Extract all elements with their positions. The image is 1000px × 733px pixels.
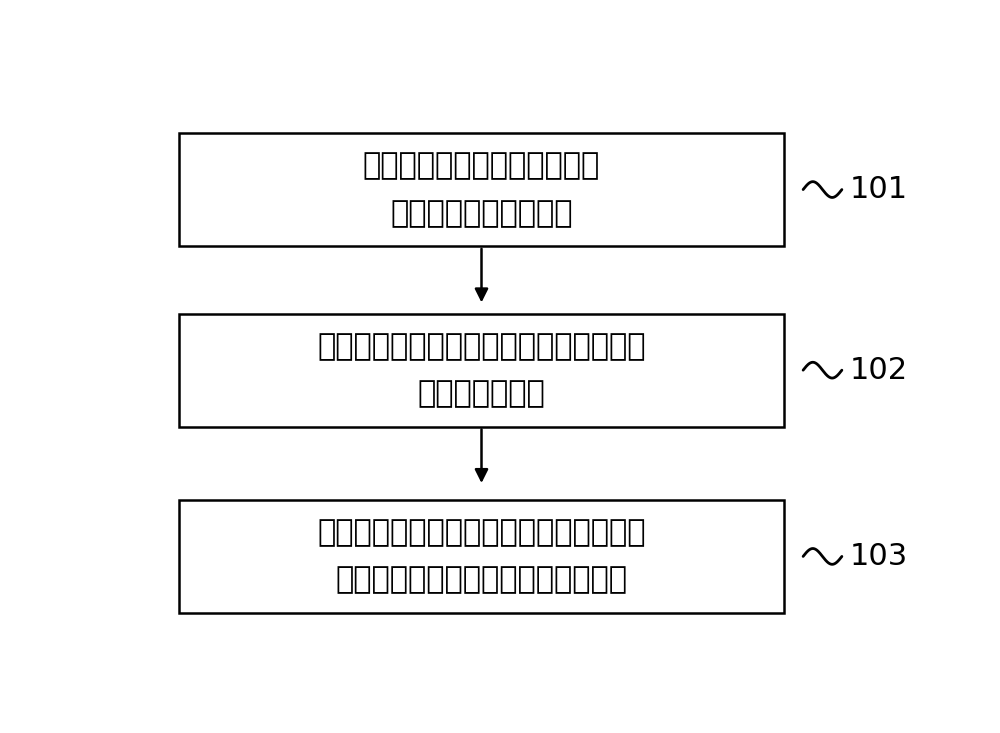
FancyBboxPatch shape	[179, 500, 784, 613]
FancyBboxPatch shape	[179, 133, 784, 246]
FancyBboxPatch shape	[179, 314, 784, 427]
Text: 基于患者无牙颌功能压力印模
确定全口义齿三维数据: 基于患者无牙颌功能压力印模 确定全口义齿三维数据	[363, 151, 600, 228]
Text: 103: 103	[850, 542, 908, 571]
Text: 101: 101	[850, 175, 908, 204]
Text: 扫描经过复诊调磨和患者自身咀嚼磨耗后
的诊断义齿，获得诊断义齿三维数据: 扫描经过复诊调磨和患者自身咀嚼磨耗后 的诊断义齿，获得诊断义齿三维数据	[317, 518, 646, 594]
Text: 102: 102	[850, 356, 908, 385]
Text: 根据全口义齿三维数据，采用低耐磨度材
料制作诊断义齿: 根据全口义齿三维数据，采用低耐磨度材 料制作诊断义齿	[317, 332, 646, 408]
